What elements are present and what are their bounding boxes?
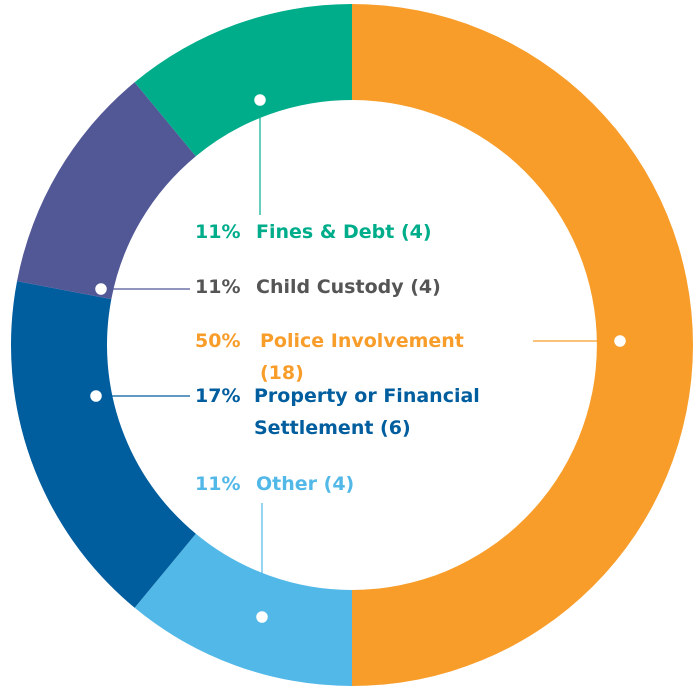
percent-label: 17% — [195, 385, 241, 407]
category-label: Other (4) — [256, 473, 355, 495]
category-label: Police Involvement (18) — [260, 330, 464, 384]
donut-segment — [134, 533, 352, 686]
leader-dot — [90, 390, 102, 402]
donut-segment — [352, 4, 693, 686]
donut-segment — [17, 82, 196, 300]
category-label: Property or Financial Settlement (6) — [254, 385, 480, 439]
percent-label: 11% — [195, 276, 241, 298]
leader-dot — [614, 335, 626, 347]
percent-label: 11% — [195, 473, 241, 495]
percent-label: 11% — [195, 221, 241, 243]
category-label: Child Custody (4) — [256, 276, 441, 298]
leader-dot — [95, 283, 107, 295]
donut-segment — [11, 281, 196, 608]
category-label: Fines & Debt (4) — [256, 221, 432, 243]
percent-label: 50% — [195, 330, 241, 352]
leader-dot — [256, 611, 268, 623]
leader-dot — [254, 94, 266, 106]
donut-segment — [134, 4, 352, 157]
